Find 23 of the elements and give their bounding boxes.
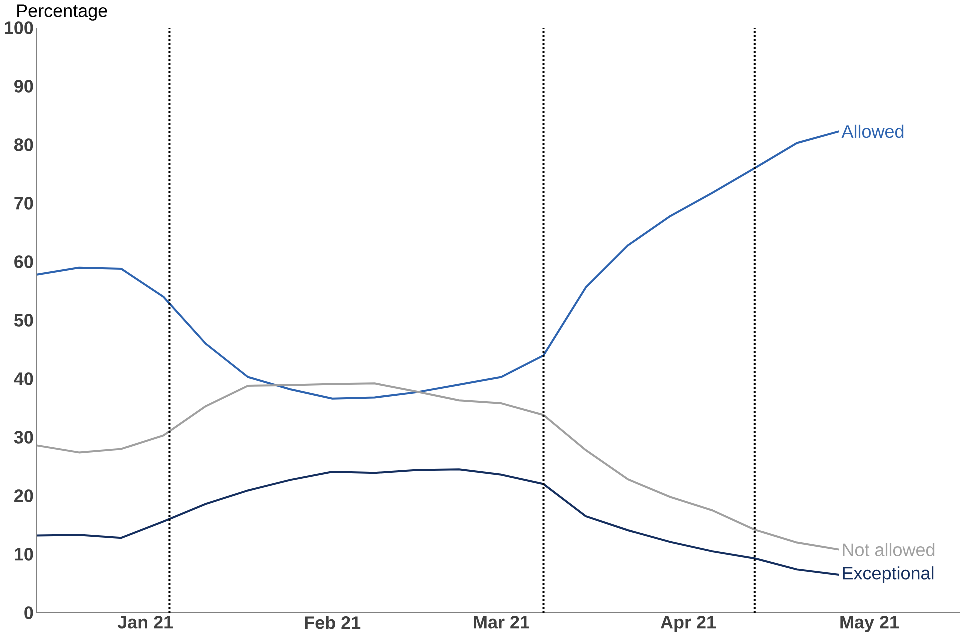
y-tick-label: 80 [14,138,34,152]
y-tick-label: 30 [14,431,34,444]
x-tick-label: Mar 21 [474,616,530,629]
line-series [36,382,840,551]
y-tick-label: 90 [14,80,34,93]
y-tick-label: 50 [14,314,34,327]
y-tick-label: 10 [15,548,34,561]
y-tick-label: 40 [14,372,34,386]
y-tick-label: 60 [14,256,34,268]
series-label: Not allowed [843,543,935,556]
series-label: Allowed [842,124,904,138]
line-series [36,130,840,400]
y-axis-title: Percentage [18,4,108,21]
line-series [36,468,840,576]
y-tick-label: 70 [14,197,34,210]
x-tick-label: Apr 21 [660,616,716,632]
x-tick-label: Feb 21 [305,616,361,630]
y-tick-label: 100 [5,22,34,34]
y-tick-label: 20 [14,490,34,502]
x-tick-label: May 21 [840,616,900,632]
series-label: Exceptional [843,566,934,584]
y-tick-label: 0 [24,606,34,620]
x-tick-label: Jan 21 [118,616,174,629]
